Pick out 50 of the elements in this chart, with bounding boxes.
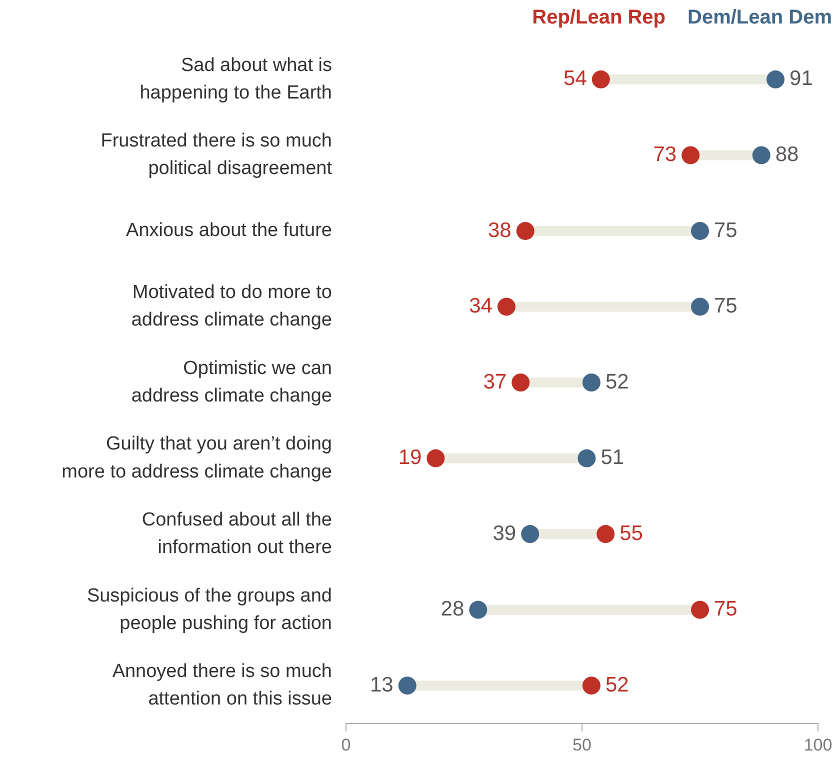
- point: [469, 600, 488, 619]
- data-label: 52: [605, 370, 629, 394]
- point: [691, 222, 709, 240]
- point: [766, 70, 785, 88]
- point: [582, 374, 600, 392]
- data-label: 75: [714, 218, 738, 242]
- data-label: 37: [483, 370, 507, 394]
- data-label: 54: [564, 67, 588, 90]
- x-tick-label: 0: [341, 735, 351, 754]
- data-label: 13: [370, 673, 394, 696]
- data-label: 28: [440, 598, 464, 621]
- point: [512, 374, 530, 392]
- point: [398, 676, 416, 695]
- data-label: 52: [605, 673, 629, 696]
- y-tick-label: Anxious about the future: [126, 220, 332, 242]
- point: [582, 676, 600, 695]
- point: [426, 449, 445, 468]
- data-label: 73: [653, 142, 677, 166]
- y-tick-label: Motivated to do more to address climate change: [131, 282, 332, 331]
- point: [682, 146, 700, 164]
- point: [521, 525, 540, 544]
- y-tick-label: Suspicious of the groups and people pushing for action: [86, 585, 332, 634]
- point: [578, 449, 596, 468]
- data-label: 91: [790, 67, 813, 90]
- x-tick-label: 100: [804, 735, 832, 754]
- data-label: 51: [600, 446, 624, 470]
- point: [497, 298, 516, 316]
- point: [516, 222, 534, 240]
- y-tick-label: Optimistic we can address climate change: [131, 358, 332, 407]
- y-tick-label: Frustrated there is so much political disagreement: [100, 130, 333, 180]
- data-label: 55: [620, 522, 643, 545]
- point: [691, 600, 709, 619]
- data-label: 75: [714, 598, 738, 621]
- y-tick-label: Guilty that you aren’t doing more to address climate change: [62, 434, 332, 482]
- y-tick-label: Annoyed there is so much attention on this issue: [112, 661, 332, 710]
- data-label: 39: [492, 522, 516, 545]
- text: Dem/Lean Dem: [688, 6, 832, 29]
- data-label: 38: [488, 218, 512, 242]
- point: [752, 146, 770, 164]
- y-tick-label: Confused about all the information out there: [142, 509, 332, 558]
- data-label: 75: [714, 294, 738, 318]
- data-label: 88: [775, 142, 799, 166]
- x-tick-label: 50: [572, 735, 592, 754]
- point: [596, 525, 615, 544]
- text: Rep/Lean Rep: [532, 6, 666, 29]
- point: [592, 70, 610, 88]
- y-tick-label: Sad about what is happening to the Earth: [140, 54, 332, 104]
- point: [691, 298, 709, 316]
- data-label: 34: [469, 294, 493, 318]
- data-label: 19: [398, 446, 422, 470]
